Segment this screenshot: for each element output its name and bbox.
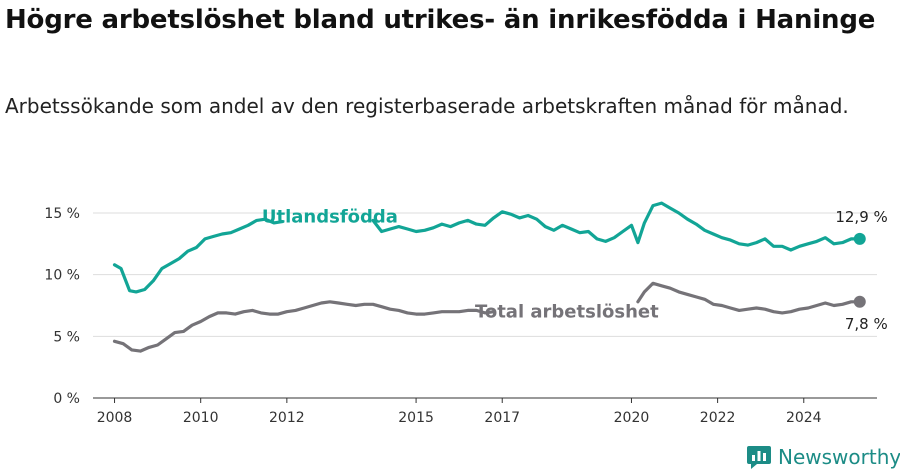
series-layer [112, 201, 866, 353]
y-tick-label: 10 % [44, 268, 80, 284]
axis-layer: 0 % 5 % 10 % 15 % 2008 2010 2012 2015 2017 2020 20… [44, 206, 877, 426]
x-tick-label: 2015 [398, 410, 434, 426]
y-tick-label: 5 % [53, 329, 80, 345]
utlandsfodda-line-segment [371, 201, 862, 252]
x-tick-label: 2017 [484, 410, 520, 426]
bar-chart-logo-icon [747, 446, 771, 469]
chart-title: Högre arbetslöshet bland utrikes- än inr… [5, 5, 876, 35]
utlandsfodda-end-value-label: 12,9 % [835, 208, 887, 226]
total-line-segment [112, 300, 496, 353]
utlandsfodda-line-segment [112, 217, 285, 294]
total-end-value-label: 7,8 % [845, 315, 888, 333]
brand-name: Newsworthy [778, 445, 900, 469]
x-tick-label: 2008 [97, 410, 133, 426]
chart-subtitle: Arbetssökande som andel av den registerb… [5, 94, 849, 118]
x-tick-label: 2024 [786, 410, 822, 426]
total-series-label: Total arbetslöshet [475, 302, 659, 323]
x-tick-label: 2020 [614, 410, 650, 426]
y-tick-label: 15 % [44, 206, 80, 222]
label-layer: 12,9 % 7,8 % Utlandsfödda Total arbetslöshe… [262, 207, 888, 333]
total-line-segment [636, 281, 862, 315]
total-end-point [853, 295, 866, 308]
x-tick-label: 2012 [269, 410, 305, 426]
newsworthy-brand[interactable]: Newsworthy [746, 442, 900, 472]
x-tick-label: 2010 [183, 410, 219, 426]
utlandsfodda-end-point [853, 232, 866, 245]
y-tick-label: 0 % [53, 391, 80, 407]
x-tick-label: 2022 [700, 410, 736, 426]
grid-layer [93, 212, 877, 337]
utlandsfodda-series-label: Utlandsfödda [262, 207, 398, 228]
